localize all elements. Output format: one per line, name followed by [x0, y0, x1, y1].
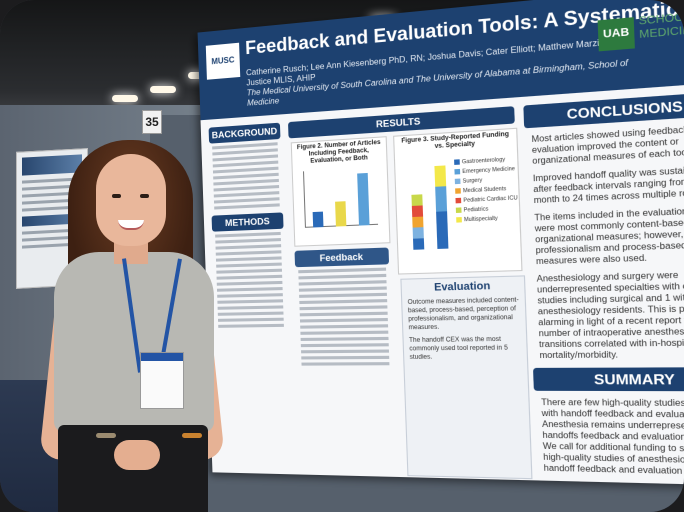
evaluation-section: Evaluation Outcome measures included con…	[400, 275, 532, 479]
feedback-header: Feedback	[295, 247, 390, 267]
background-header: BACKGROUND	[209, 123, 281, 144]
conclusion-paragraph: The items included in the evaluation too…	[534, 205, 684, 268]
school-of-medicine-text: SCHOOL OF MEDICINE	[639, 8, 684, 43]
conclusion-paragraph: Most articles showed using feedback and/…	[531, 122, 684, 167]
face	[96, 154, 166, 246]
legend-item: Multispecialty	[456, 213, 519, 225]
bracelet	[182, 433, 202, 438]
name-badge	[140, 352, 184, 409]
funded-stacked-bar	[411, 194, 424, 249]
uab-mark: UAB	[598, 17, 635, 51]
methods-header: METHODS	[212, 212, 284, 231]
left-column: BACKGROUND METHODS	[209, 123, 288, 331]
summary-paragraph: There are few high-quality studies publi…	[541, 397, 684, 478]
musc-logo: MUSC	[206, 43, 240, 80]
conclusion-paragraph: Improved handoff quality was sustained a…	[533, 164, 684, 207]
figure-articles-chart: Figure 2. Number of Articles Including F…	[291, 136, 391, 247]
figure1-bar	[335, 201, 346, 226]
feedback-section: Feedback	[295, 247, 393, 368]
figure1-bar	[357, 173, 369, 226]
figure-funding-chart: Figure 3. Study-Reported Funding vs. Spe…	[393, 128, 522, 275]
research-poster: MUSC Feedback and Evaluation Tools: A Sy…	[198, 0, 684, 486]
clasped-hands	[114, 440, 160, 470]
nonfunded-stacked-bar	[434, 165, 448, 249]
eye-icon	[140, 194, 149, 198]
ceiling-light	[150, 86, 176, 93]
figure2-caption: Figure 3. Study-Reported Funding vs. Spe…	[394, 129, 517, 156]
evaluation-header: Evaluation	[402, 280, 525, 295]
presenter-person	[48, 140, 218, 512]
conclusions-header: CONCLUSIONS	[523, 91, 684, 128]
conclusion-paragraph: Anesthesiology and surgery were underrep…	[536, 269, 684, 362]
booth-number: 35	[142, 110, 162, 134]
smile	[118, 220, 144, 230]
figure1-caption: Figure 2. Number of Articles Including F…	[292, 137, 387, 169]
evaluation-text: Outcome measures included content-based,…	[408, 296, 521, 332]
ceiling-light	[112, 95, 138, 102]
figure1-bar	[313, 212, 324, 228]
eye-icon	[112, 194, 121, 198]
summary-header: SUMMARY	[533, 367, 684, 391]
bracelet	[96, 433, 116, 438]
conclusions-column: CONCLUSIONS Most articles showed using f…	[523, 91, 684, 486]
evaluation-text-2: The handoff CEX was the most commonly us…	[409, 335, 521, 362]
